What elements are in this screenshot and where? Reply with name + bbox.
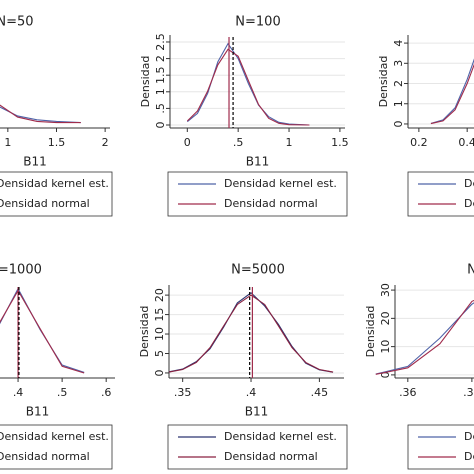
density-line (430, 58, 474, 124)
y-tick-label: 1 (154, 88, 167, 95)
legend-label: Densidad kernel est. (464, 430, 474, 443)
y-axis-label: Densidad (377, 56, 390, 108)
y-tick-label: 20 (153, 288, 166, 302)
x-tick-label: 0.4 (458, 136, 474, 149)
legend-box (0, 424, 113, 470)
legend-box (407, 171, 474, 217)
y-tick-label: 5 (153, 350, 166, 357)
density-line (0, 104, 81, 124)
density-line (0, 289, 85, 374)
x-tick-label: .4 (13, 386, 24, 399)
legend-label: Densidad kernel est. (0, 177, 109, 190)
y-axis-label: Densidad (138, 306, 151, 358)
density-line (168, 292, 334, 373)
x-tick-label: 1 (286, 136, 293, 149)
y-tick-label: 10 (153, 327, 166, 341)
y-tick-label: 1.5 (154, 66, 167, 84)
legend-box (167, 171, 348, 217)
x-tick-label: .45 (311, 386, 329, 399)
y-tick-label: 0 (154, 122, 167, 129)
x-tick-label: .36 (399, 386, 417, 399)
legend-label: Densidad normal (224, 450, 318, 463)
y-axis-label: Densidad (364, 306, 377, 358)
legend-label: Densidad kernel est. (0, 430, 109, 443)
y-tick-label: 10 (379, 340, 392, 354)
x-axis-label: B11 (26, 405, 50, 419)
density-line (375, 302, 474, 375)
x-tick-label: 1.5 (331, 136, 349, 149)
x-tick-label: .5 (57, 386, 68, 399)
x-tick-label: 1.5 (48, 136, 66, 149)
y-tick-label: 4 (392, 40, 405, 47)
x-axis-label: B11 (23, 155, 47, 169)
legend-label: Densidad kernel est. (224, 430, 337, 443)
x-tick-label: 0.2 (410, 136, 428, 149)
legend-box (407, 424, 474, 470)
y-tick-label: 2 (392, 80, 405, 87)
x-tick-label: 0 (184, 136, 191, 149)
legend-box (0, 171, 113, 217)
density-line (375, 299, 474, 375)
chart-title: N=100 (235, 15, 280, 30)
y-tick-label: .5 (154, 103, 167, 114)
chart-title: N=5000 (231, 263, 285, 278)
legend-label: Densidad normal (224, 197, 318, 210)
x-axis-label: B11 (246, 155, 270, 169)
density-line (186, 42, 310, 126)
x-tick-label: 1 (4, 136, 11, 149)
x-tick-label: .6 (101, 386, 112, 399)
x-tick-label: .4 (246, 386, 257, 399)
y-tick-label: 1 (392, 100, 405, 107)
density-line (168, 294, 334, 373)
legend-label: Densidad normal (0, 450, 90, 463)
legend-label: Densidad kernel est. (224, 177, 337, 190)
density-line (430, 63, 474, 125)
x-tick-label: .35 (174, 386, 192, 399)
legend-box (167, 424, 348, 470)
x-tick-label: 2 (102, 136, 109, 149)
x-tick-label: .5 (233, 136, 244, 149)
chart-title: N=1000 (0, 263, 42, 278)
legend-label: Densidad kernel est. (464, 177, 474, 190)
y-tick-label: 2.5 (154, 33, 167, 51)
y-tick-label: 0 (392, 120, 405, 127)
chart-title: N=50 (0, 15, 34, 30)
y-tick-label: 2 (154, 55, 167, 62)
legend-label: Densidad normal (0, 197, 90, 210)
y-tick-label: 0 (379, 371, 392, 378)
y-tick-label: 30 (379, 283, 392, 297)
density-line (186, 48, 310, 126)
x-axis-label: B11 (245, 405, 269, 419)
y-tick-label: 0 (153, 369, 166, 376)
y-tick-label: 20 (379, 311, 392, 325)
legend-label: Densidad normal (464, 197, 474, 210)
x-tick-label: .38 (463, 386, 474, 399)
density-line (0, 106, 81, 124)
y-axis-label: Densidad (139, 56, 152, 108)
y-tick-label: 15 (153, 308, 166, 322)
density-line (0, 287, 85, 373)
y-tick-label: 3 (392, 60, 405, 67)
legend-label: Densidad normal (464, 450, 474, 463)
chart-title: N (467, 263, 474, 278)
